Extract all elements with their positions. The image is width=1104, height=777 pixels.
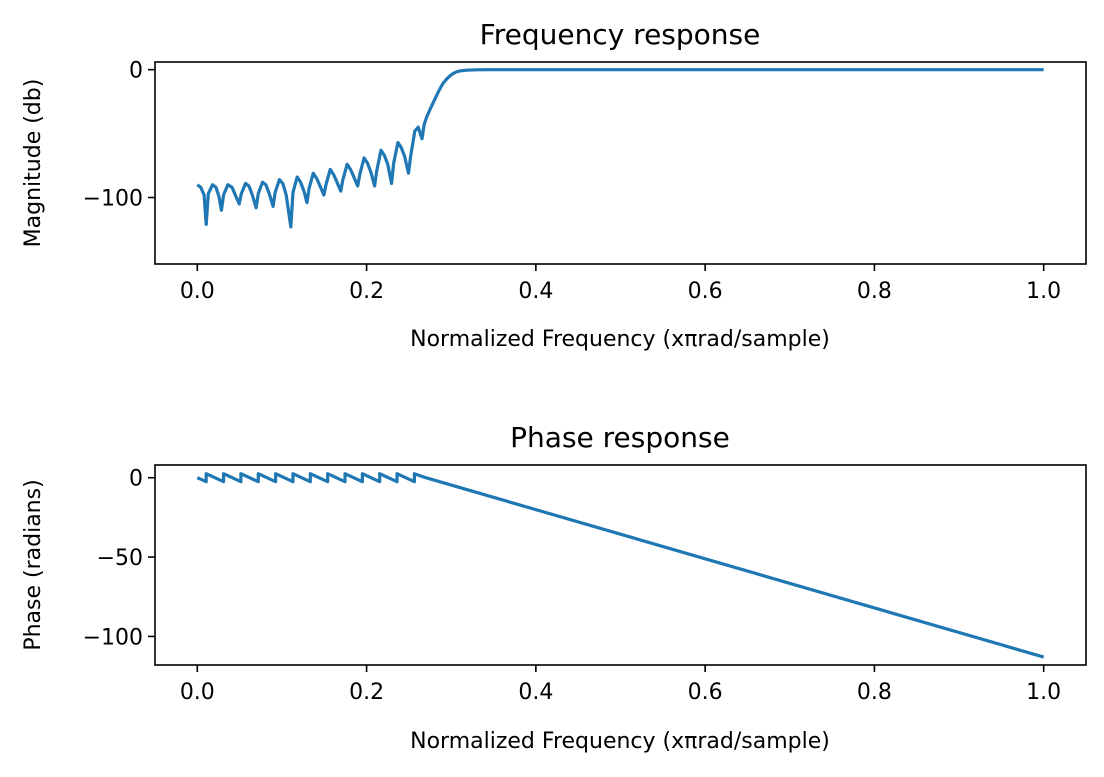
y-tick-label: 0 (129, 59, 143, 84)
x-axis-label: Normalized Frequency (xπrad/sample) (410, 327, 830, 352)
series-line (196, 68, 1044, 229)
phase-response-panel: Phase response 0.0 0.2 0.4 0.6 0.8 1.0 0 −50 −1… (21, 421, 1087, 754)
chart-title: Phase response (510, 421, 730, 454)
plot-area (196, 472, 1045, 659)
x-tick-label: 0.2 (349, 279, 384, 304)
y-axis: 0 −100 (83, 59, 155, 212)
x-axis-label: Normalized Frequency (xπrad/sample) (410, 729, 830, 754)
y-tick-label: −50 (97, 546, 143, 571)
plot-area (196, 68, 1044, 229)
series-line (196, 472, 1045, 659)
y-tick-label: −100 (83, 187, 143, 212)
x-tick-label: 0.8 (857, 680, 892, 705)
x-tick-label: 0.4 (518, 680, 553, 705)
x-tick-label: 0.0 (180, 680, 215, 705)
y-axis-label: Magnitude (db) (21, 79, 46, 248)
x-tick-label: 0.6 (688, 279, 723, 304)
y-tick-label: 0 (129, 467, 143, 492)
y-axis: 0 −50 −100 (83, 467, 155, 650)
frequency-response-panel: Frequency response 0.0 0.2 0.4 0.6 0.8 1.0 0 −… (21, 18, 1087, 352)
x-tick-label: 0.0 (180, 279, 215, 304)
x-tick-label: 0.2 (349, 680, 384, 705)
x-tick-label: 0.8 (857, 279, 892, 304)
axes-frame (154, 464, 1087, 666)
y-axis-label: Phase (radians) (21, 479, 46, 650)
y-tick-label: −100 (83, 625, 143, 650)
x-tick-label: 0.6 (688, 680, 723, 705)
x-tick-label: 1.0 (1026, 680, 1061, 705)
x-tick-label: 1.0 (1026, 279, 1061, 304)
x-tick-label: 0.4 (518, 279, 553, 304)
x-axis: 0.0 0.2 0.4 0.6 0.8 1.0 (180, 665, 1061, 705)
axes-frame (154, 61, 1087, 265)
x-axis: 0.0 0.2 0.4 0.6 0.8 1.0 (180, 264, 1061, 304)
chart-title: Frequency response (480, 18, 761, 51)
